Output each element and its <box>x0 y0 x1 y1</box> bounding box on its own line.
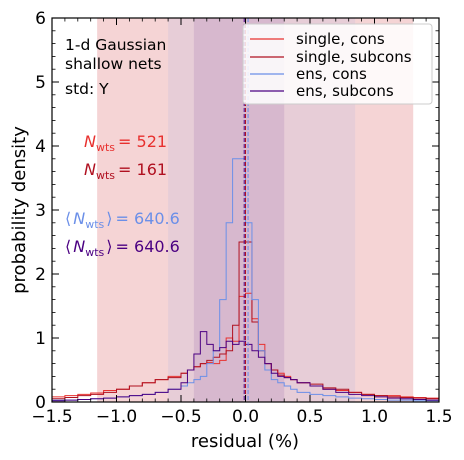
x-tick-labels: −1.5 −1.0 −0.5 0.0 0.5 1.0 1.5 <box>31 407 452 427</box>
y-tick-label: 2 <box>35 265 46 285</box>
histogram-3 <box>51 331 440 402</box>
nwts-ens-cons: ⟨ Nwts ⟩ = 640.6 <box>65 209 180 231</box>
legend: single, cons single, subcons ens, cons e… <box>242 23 433 105</box>
y-tick-label: 1 <box>35 329 46 349</box>
annotation-line-1: 1-d Gaussian <box>65 36 166 54</box>
x-tick-label: −1.5 <box>31 407 72 427</box>
nwts-single-subcons: Nwts = 161 <box>84 160 167 182</box>
legend-label-ens-cons: ens, cons <box>296 65 367 83</box>
x-tick-label: 1.5 <box>425 407 452 427</box>
annotation-line-3: std: Y <box>65 80 109 98</box>
histogram-1 <box>51 241 440 402</box>
legend-label-ens-subcons: ens, subcons <box>296 82 394 100</box>
x-tick-label: −0.5 <box>160 407 201 427</box>
axis-ticks <box>51 17 440 403</box>
y-tick-label: 5 <box>35 73 46 93</box>
x-axis-title: residual (%) <box>191 431 299 452</box>
legend-label-single-subcons: single, subcons <box>296 48 412 66</box>
y-axis-title: probability density <box>9 126 30 294</box>
nwts-single-cons: Nwts = 521 <box>84 132 167 154</box>
legend-box <box>242 23 433 105</box>
x-tick-label: 0.5 <box>296 407 323 427</box>
y-tick-label: 0 <box>35 393 46 413</box>
y-tick-labels: 0 1 2 3 4 5 6 <box>35 9 46 413</box>
annotation-line-2: shallow nets <box>65 55 162 73</box>
y-tick-label: 3 <box>35 201 46 221</box>
histogram-series <box>51 158 440 402</box>
x-tick-label: 0.0 <box>232 407 259 427</box>
legend-label-single-cons: single, cons <box>296 30 385 48</box>
y-tick-label: 6 <box>35 9 46 29</box>
x-tick-label: 1.0 <box>361 407 388 427</box>
y-tick-label: 4 <box>35 137 46 157</box>
x-tick-label: −1.0 <box>96 407 137 427</box>
nwts-ens-subcons: ⟨ Nwts ⟩ = 640.6 <box>65 237 180 259</box>
